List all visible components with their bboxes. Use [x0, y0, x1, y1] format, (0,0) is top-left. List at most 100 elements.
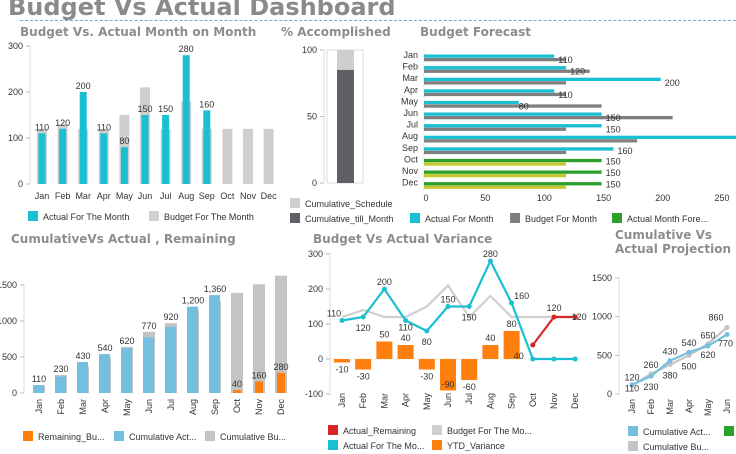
proj-actual-line-point	[686, 349, 692, 355]
forecast-x-tick-label: 50	[480, 193, 490, 203]
var-actual-line-point	[572, 356, 578, 362]
forecast-x-tick-label: 250	[714, 193, 729, 203]
forecast-y-tick-label: Aug	[402, 131, 418, 141]
cum-budget-bar	[231, 292, 243, 393]
var-ytd-bar	[376, 341, 393, 359]
mom-data-label: 280	[179, 44, 194, 54]
proj-x-tick-label: Mar	[665, 399, 675, 415]
forecast-bar	[424, 66, 567, 70]
cum-legend-label: Cumulative Act...	[129, 432, 197, 442]
forecast-x-tick-label: 0	[423, 193, 428, 203]
forecast-legend-label: Actual For Month	[425, 214, 494, 224]
proj-budget-label: 650	[700, 331, 715, 341]
var-x-tick-label: Jul	[464, 393, 474, 405]
var-actual-line-point	[530, 356, 536, 362]
forecast-data-label: 150	[606, 125, 621, 135]
forecast-bar	[424, 69, 590, 73]
proj-legend-swatch	[724, 426, 734, 436]
mom-actual-bar	[141, 115, 149, 184]
mom-x-tick-label: Jun	[138, 191, 153, 201]
proj-y-tick-label: 1000	[592, 312, 612, 322]
var-bar-label: -30	[420, 372, 433, 382]
var-x-tick-label: Dec	[570, 393, 580, 410]
cum-x-tick-label: Apr	[100, 399, 110, 413]
forecast-data-label: 150	[606, 113, 621, 123]
cum-legend-label: Remaining_Bu...	[38, 432, 105, 442]
cum-actual-bar	[209, 295, 220, 393]
mom-budget-bar	[243, 128, 253, 184]
var-ytd-bar	[482, 345, 499, 359]
var-line-label: 120	[356, 323, 371, 333]
proj-actual-label: 230	[643, 382, 658, 392]
var-line-label: 110	[398, 323, 412, 333]
proj-actual-line-point	[705, 343, 711, 349]
var-line-label: 150	[462, 313, 477, 323]
mom-actual-bar	[203, 110, 211, 184]
mom-x-tick-label: Aug	[178, 191, 194, 201]
forecast-bar	[424, 116, 673, 120]
cum-legend-swatch	[23, 431, 33, 441]
cum-x-tick-label: Dec	[276, 399, 286, 416]
mom-data-label: 110	[35, 122, 49, 132]
var-bar-label: -30	[357, 372, 370, 382]
forecast-y-tick-label: Jul	[406, 120, 418, 130]
forecast-y-tick-label: Apr	[404, 85, 418, 95]
var-y-tick-label: 200	[308, 284, 323, 294]
pct-legend-swatch	[290, 198, 300, 208]
proj-legend-swatch	[628, 441, 638, 451]
cum-x-tick-label: Aug	[188, 399, 198, 415]
forecast-y-tick-label: Oct	[404, 154, 419, 164]
forecast-data-label: 200	[665, 78, 680, 88]
mom-budget-bar	[263, 128, 274, 184]
mom-legend-swatch	[149, 211, 159, 221]
proj-legend-label: Cumulative Act...	[643, 427, 711, 437]
forecast-data-label: 160	[617, 146, 632, 156]
pct-y-tick-label: 100	[302, 45, 317, 55]
var-bar-label: 80	[507, 319, 517, 329]
forecast-bar	[424, 54, 555, 58]
mom-legend-label: Actual For The Month	[43, 212, 129, 222]
cum-y-tick-label: 0	[12, 388, 17, 398]
mom-y-tick-label: 100	[8, 133, 23, 143]
proj-x-tick-label: Jan	[627, 399, 637, 414]
forecast-bar	[424, 77, 661, 81]
var-ytd-bar	[334, 359, 350, 363]
chart-title-mom: Budget Vs. Actual Month on Month	[20, 25, 257, 39]
var-legend-swatch	[328, 440, 338, 450]
cum-x-tick-label: Jan	[34, 399, 44, 414]
var-actual-line-point	[509, 300, 515, 306]
mom-y-tick-label: 0	[18, 179, 23, 189]
cum-data-label: 1,360	[204, 284, 227, 294]
forecast-legend-swatch	[510, 213, 520, 223]
cum-x-tick-label: Feb	[56, 399, 66, 415]
pct-legend-swatch	[290, 213, 300, 223]
cum-data-label: 160	[251, 370, 266, 380]
forecast-bar	[424, 182, 602, 186]
var-line-label: 150	[440, 295, 455, 305]
var-line-label: 80	[422, 337, 432, 347]
mom-legend-swatch	[28, 211, 38, 221]
cum-x-tick-label: Jun	[144, 399, 154, 414]
forecast-legend-swatch	[410, 213, 420, 223]
forecast-bar	[424, 162, 567, 166]
cum-data-label: 430	[75, 351, 90, 361]
chart-title-var: Budget Vs Actual Variance	[313, 232, 493, 246]
forecast-data-label: 150	[606, 168, 621, 178]
proj-actual-line-point	[724, 331, 730, 337]
var-x-tick-label: Apr	[401, 393, 411, 407]
var-bar-label: -90	[441, 380, 454, 390]
forecast-bar	[424, 81, 567, 85]
var-remaining-label: 120	[546, 303, 561, 313]
forecast-legend-swatch	[612, 213, 622, 223]
proj-budget-label: 860	[708, 312, 723, 322]
proj-actual-label: 430	[662, 347, 677, 357]
mom-legend-label: Budget For The Month	[164, 212, 254, 222]
mom-actual-bar	[162, 115, 170, 184]
forecast-y-tick-label: Feb	[402, 62, 418, 72]
mom-data-label: 200	[76, 81, 91, 91]
forecast-data-label: 110	[558, 55, 572, 65]
var-bar-label: 40	[401, 333, 411, 343]
var-x-tick-label: Oct	[528, 393, 538, 408]
mom-x-tick-label: Nov	[240, 191, 257, 201]
